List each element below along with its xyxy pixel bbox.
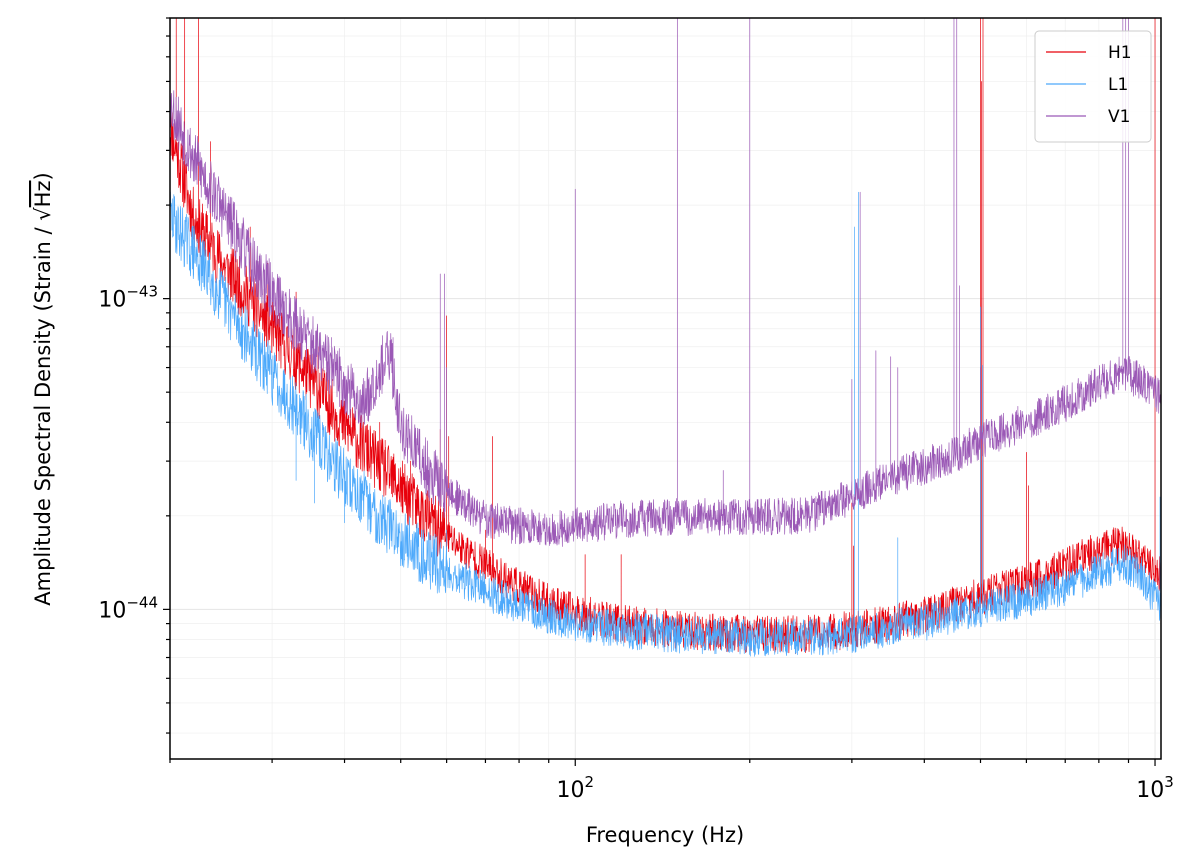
y-axis-label: Amplitude Spectral Density (Strain / √Hz…	[31, 172, 55, 605]
x-tick-label: 103	[1136, 773, 1174, 803]
series-line-v1	[170, 18, 1161, 547]
legend-label-v1: V1	[1108, 107, 1130, 127]
y-axis-label-before: Amplitude Spectral Density (Strain /	[31, 221, 55, 606]
series-layer	[170, 18, 1161, 657]
y-axis-label-text: Amplitude Spectral Density (Strain / √Hz…	[31, 172, 55, 605]
legend-label-h1: H1	[1108, 43, 1132, 63]
series-line-l1	[170, 191, 1161, 657]
y-axis-label-sqrt: √	[31, 207, 55, 221]
legend-label-l1: L1	[1108, 75, 1128, 95]
y-tick-label: 10−43	[98, 283, 158, 313]
x-axis-label: Frequency (Hz)	[586, 823, 744, 847]
ticks	[163, 17, 1156, 766]
plot-frame	[169, 17, 1162, 760]
legend-box	[1034, 30, 1152, 143]
y-axis-label-sqrt-arg: Hz	[31, 180, 55, 207]
legend: H1 L1 V1	[1034, 30, 1152, 143]
tick-labels: 102 103 10−44 10−43	[98, 283, 1173, 803]
y-axis-label-after: )	[31, 172, 55, 180]
y-tick-label: 10−44	[98, 593, 158, 623]
x-tick-label: 102	[556, 773, 594, 803]
